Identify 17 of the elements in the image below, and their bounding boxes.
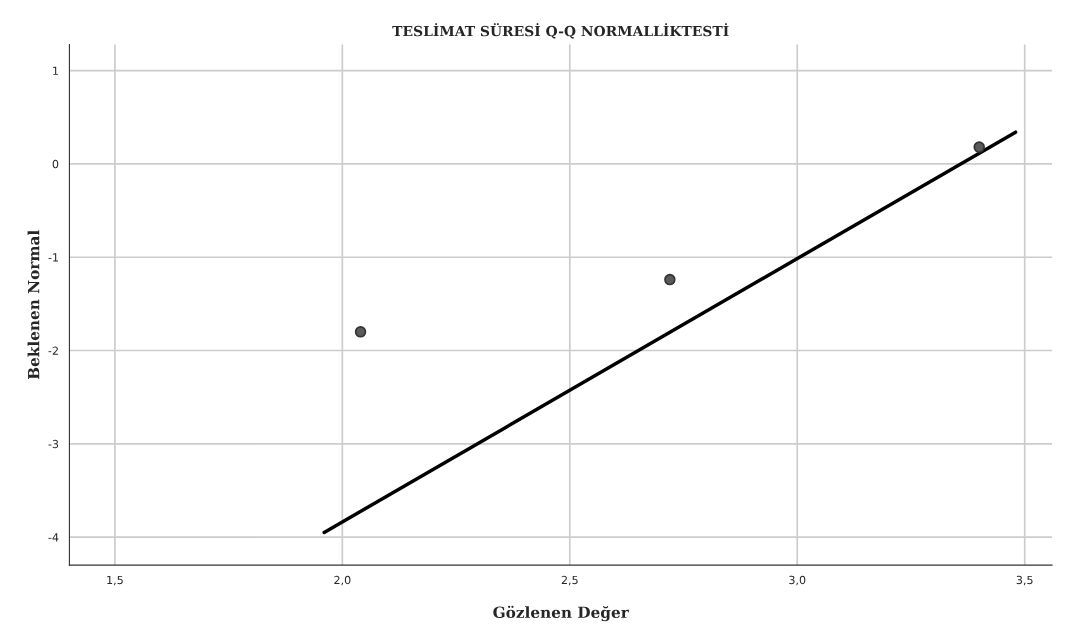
x-tick-label: 1,5 — [107, 575, 123, 586]
x-tick-label: 2,5 — [561, 575, 578, 586]
x-axis-title: Gözlenen Değer — [493, 605, 629, 622]
y-tick-label: 0 — [52, 159, 59, 169]
chart-title: TESLİMAT SÜRESİ Q-Q NORMALLİKTESTİ — [392, 23, 729, 39]
x-tick-label: 2,0 — [334, 575, 351, 586]
y-tick-label: -3 — [48, 439, 59, 449]
y-tick-label: -1 — [48, 253, 58, 262]
y-tick-label: -2 — [48, 346, 58, 355]
point — [664, 273, 676, 286]
x-tick-label: 3,5 — [1016, 575, 1033, 586]
y-tick-label: 1 — [53, 66, 58, 75]
x-tick-label: 3,0 — [789, 575, 806, 586]
y-tick-label: -4 — [48, 533, 59, 542]
point — [354, 326, 367, 338]
point — [973, 141, 985, 153]
y-axis-title: Beklenen Normal — [27, 230, 40, 380]
